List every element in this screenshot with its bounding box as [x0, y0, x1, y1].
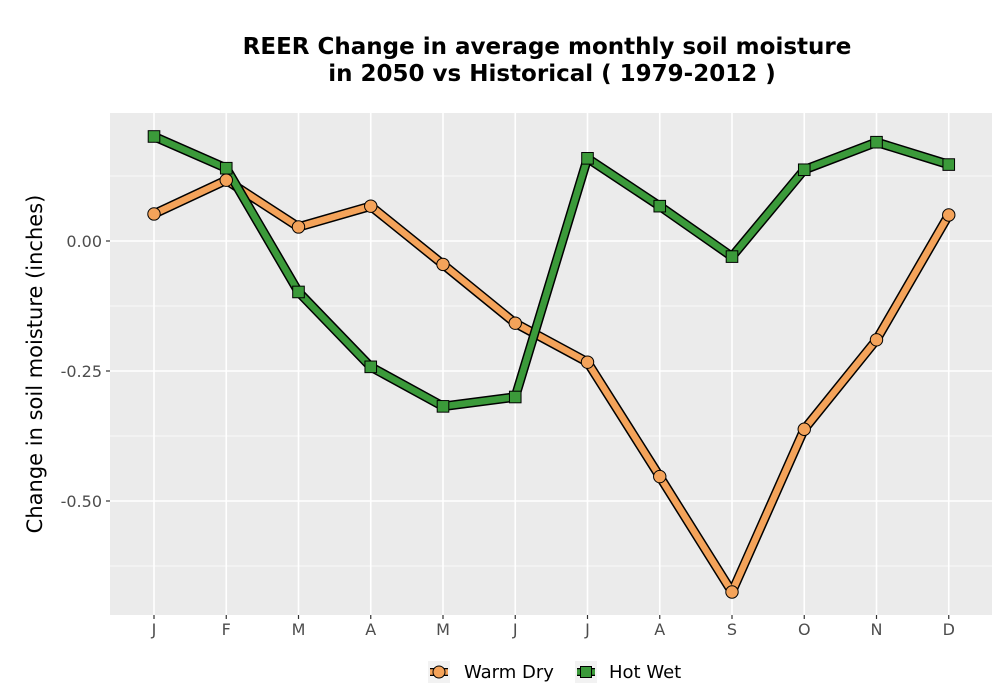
hot-wet-point: [219, 161, 233, 175]
warm-dry-point: [364, 199, 378, 213]
x-tick-label: N: [871, 620, 883, 639]
x-tick-label: A: [654, 620, 665, 639]
warm-dry-point: [797, 422, 811, 436]
hot-wet-point: [436, 400, 450, 413]
hot-wet-line: [150, 133, 952, 410]
grid-minor: [110, 175, 992, 567]
hot-wet-point: [725, 250, 739, 263]
warm-dry-point: [653, 469, 667, 484]
y-tick-label: 0.00: [66, 232, 102, 251]
warm-dry-point: [580, 355, 595, 369]
hot-wet-point: [292, 285, 305, 299]
x-tick-label: J: [512, 620, 518, 639]
warm-dry-point: [291, 220, 306, 234]
hot-wet-point: [797, 163, 811, 177]
warm-dry-legend-marker: [432, 665, 446, 679]
hot-wet-point: [364, 360, 378, 374]
chart-title-line2: in 2050 vs Historical ( 1979-2012 ): [328, 61, 775, 87]
warm-dry-point: [869, 333, 884, 347]
hot-wet-point: [147, 130, 161, 143]
chart-title-line1: REER Change in average monthly soil mois…: [243, 34, 852, 60]
x-tick-label: J: [584, 620, 590, 639]
hot-wet-point: [581, 152, 594, 165]
hot-wet-point: [653, 199, 667, 213]
x-tick-label: M: [292, 620, 306, 639]
marker-layer: [147, 130, 956, 599]
legend: Warm Dry Hot Wet: [428, 661, 681, 683]
x-tick-label: O: [798, 620, 811, 639]
x-tick-label: S: [727, 620, 737, 639]
warm-dry-point: [942, 208, 956, 222]
y-tick-label: -0.25: [61, 362, 102, 381]
warm-dry-point: [219, 173, 233, 187]
y-axis: 0.00 -0.25 -0.50: [61, 232, 110, 511]
hot-wet-legend-marker: [580, 666, 592, 678]
hot-wet-point: [508, 390, 522, 404]
x-tick-label: D: [943, 620, 955, 639]
x-tick-label: J: [151, 620, 157, 639]
warm-dry-point: [508, 316, 522, 330]
hot-wet-point: [942, 158, 956, 171]
x-tick-label: A: [365, 620, 376, 639]
x-tick-label: F: [222, 620, 231, 639]
x-tick-label: M: [436, 620, 450, 639]
warm-dry-line: [150, 176, 952, 596]
warm-dry-legend-label: Warm Dry: [464, 662, 554, 683]
y-axis-label: Change in soil moisture (inches): [23, 195, 47, 534]
warm-dry-point: [147, 207, 161, 221]
warm-dry-point: [725, 585, 739, 599]
hot-wet-point: [870, 135, 883, 149]
y-tick-label: -0.50: [61, 492, 102, 511]
warm-dry-point: [436, 257, 450, 272]
series-layer: [149, 131, 954, 597]
hot-wet-legend-label: Hot Wet: [609, 662, 681, 683]
